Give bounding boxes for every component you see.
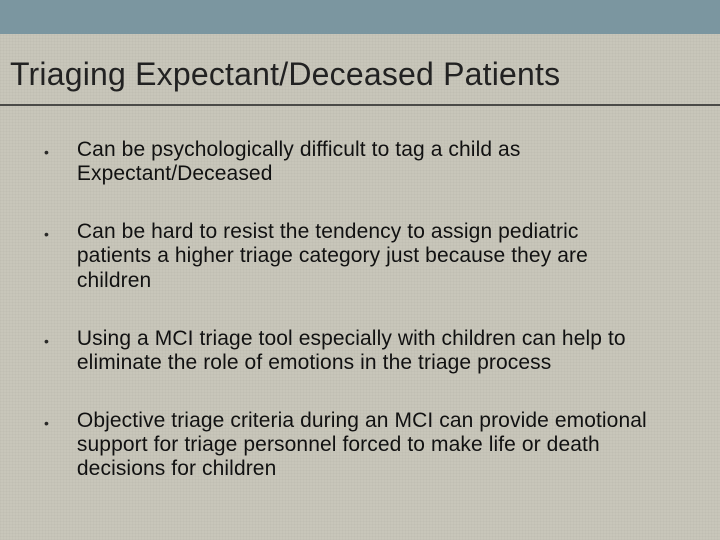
bullet-marker-icon: •: [44, 415, 49, 431]
bullet-marker-icon: •: [44, 333, 49, 349]
bullet-text: Objective triage criteria during an MCI …: [77, 409, 654, 481]
title-underline: [0, 104, 720, 106]
bullet-list: • Can be psychologically difficult to ta…: [44, 138, 654, 515]
bullet-text: Can be hard to resist the tendency to as…: [77, 220, 654, 292]
list-item: • Objective triage criteria during an MC…: [44, 409, 654, 481]
bullet-text: Can be psychologically difficult to tag …: [77, 138, 654, 186]
top-accent-band: [0, 0, 720, 34]
slide: Triaging Expectant/Deceased Patients • C…: [0, 0, 720, 540]
bullet-marker-icon: •: [44, 226, 49, 242]
bullet-marker-icon: •: [44, 144, 49, 160]
list-item: • Can be hard to resist the tendency to …: [44, 220, 654, 292]
bullet-text: Using a MCI triage tool especially with …: [77, 327, 654, 375]
list-item: • Using a MCI triage tool especially wit…: [44, 327, 654, 375]
list-item: • Can be psychologically difficult to ta…: [44, 138, 654, 186]
slide-title: Triaging Expectant/Deceased Patients: [10, 56, 560, 93]
